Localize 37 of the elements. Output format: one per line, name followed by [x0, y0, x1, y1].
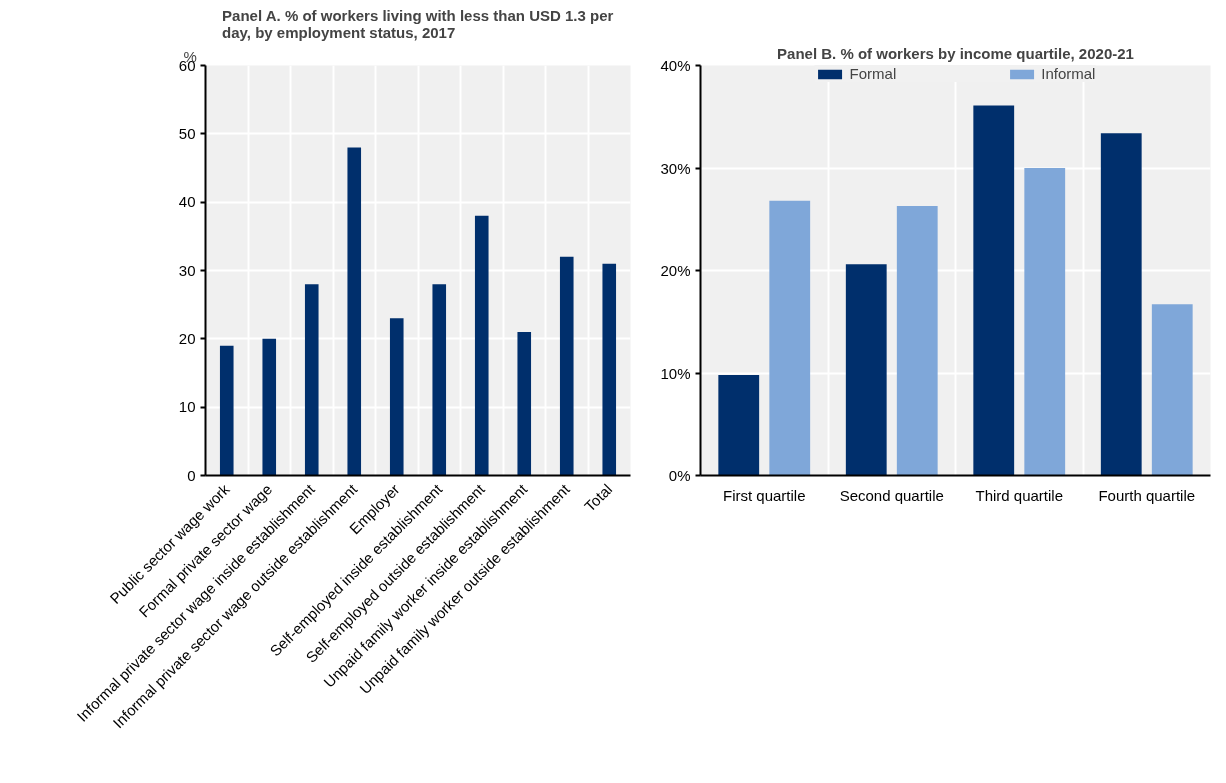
x-tick-label: First quartile [722, 486, 806, 504]
bar [769, 200, 811, 476]
x-tick-label: Fourth quartile [1098, 486, 1196, 504]
y-tick-label: 20% [660, 262, 691, 279]
bar [389, 318, 404, 476]
bar [896, 205, 938, 476]
bar [973, 105, 1015, 476]
x-tick-label: Third quartile [975, 486, 1064, 504]
legend-label: Formal [849, 65, 897, 82]
y-tick-label: 20 [178, 329, 196, 347]
chart-title: Panel A. % of workers living with less than USD 1.3 per day, by employment status, 2017 [222, 6, 614, 41]
y-tick-label: 40% [660, 57, 691, 74]
bar [219, 345, 234, 476]
legend-label: Informal [1041, 65, 1096, 82]
bar [718, 375, 760, 476]
y-tick-label: 30 [178, 261, 196, 279]
bar [304, 284, 319, 476]
bar [1100, 133, 1142, 476]
bar [845, 264, 887, 476]
bar [262, 338, 277, 476]
bar [1024, 168, 1066, 476]
y-tick-label: 40 [178, 193, 196, 211]
y-tick-label: 30% [660, 159, 691, 177]
x-tick-label: Second quartile [839, 486, 944, 504]
y-tick-label: 0 [187, 466, 196, 484]
bar [602, 263, 617, 476]
y-tick-label: 10% [660, 364, 691, 382]
y-tick-label: 10 [178, 398, 196, 416]
bar [474, 215, 489, 476]
bar [347, 147, 362, 476]
bar [432, 284, 447, 476]
y-tick-label: 0% [668, 467, 691, 484]
bar [1151, 304, 1193, 476]
bar [517, 332, 532, 476]
y-tick-label: 50 [178, 124, 196, 142]
chart-title: Panel B. % of workers by income quartile, 2020-21 [777, 44, 1134, 62]
bar [559, 256, 574, 476]
